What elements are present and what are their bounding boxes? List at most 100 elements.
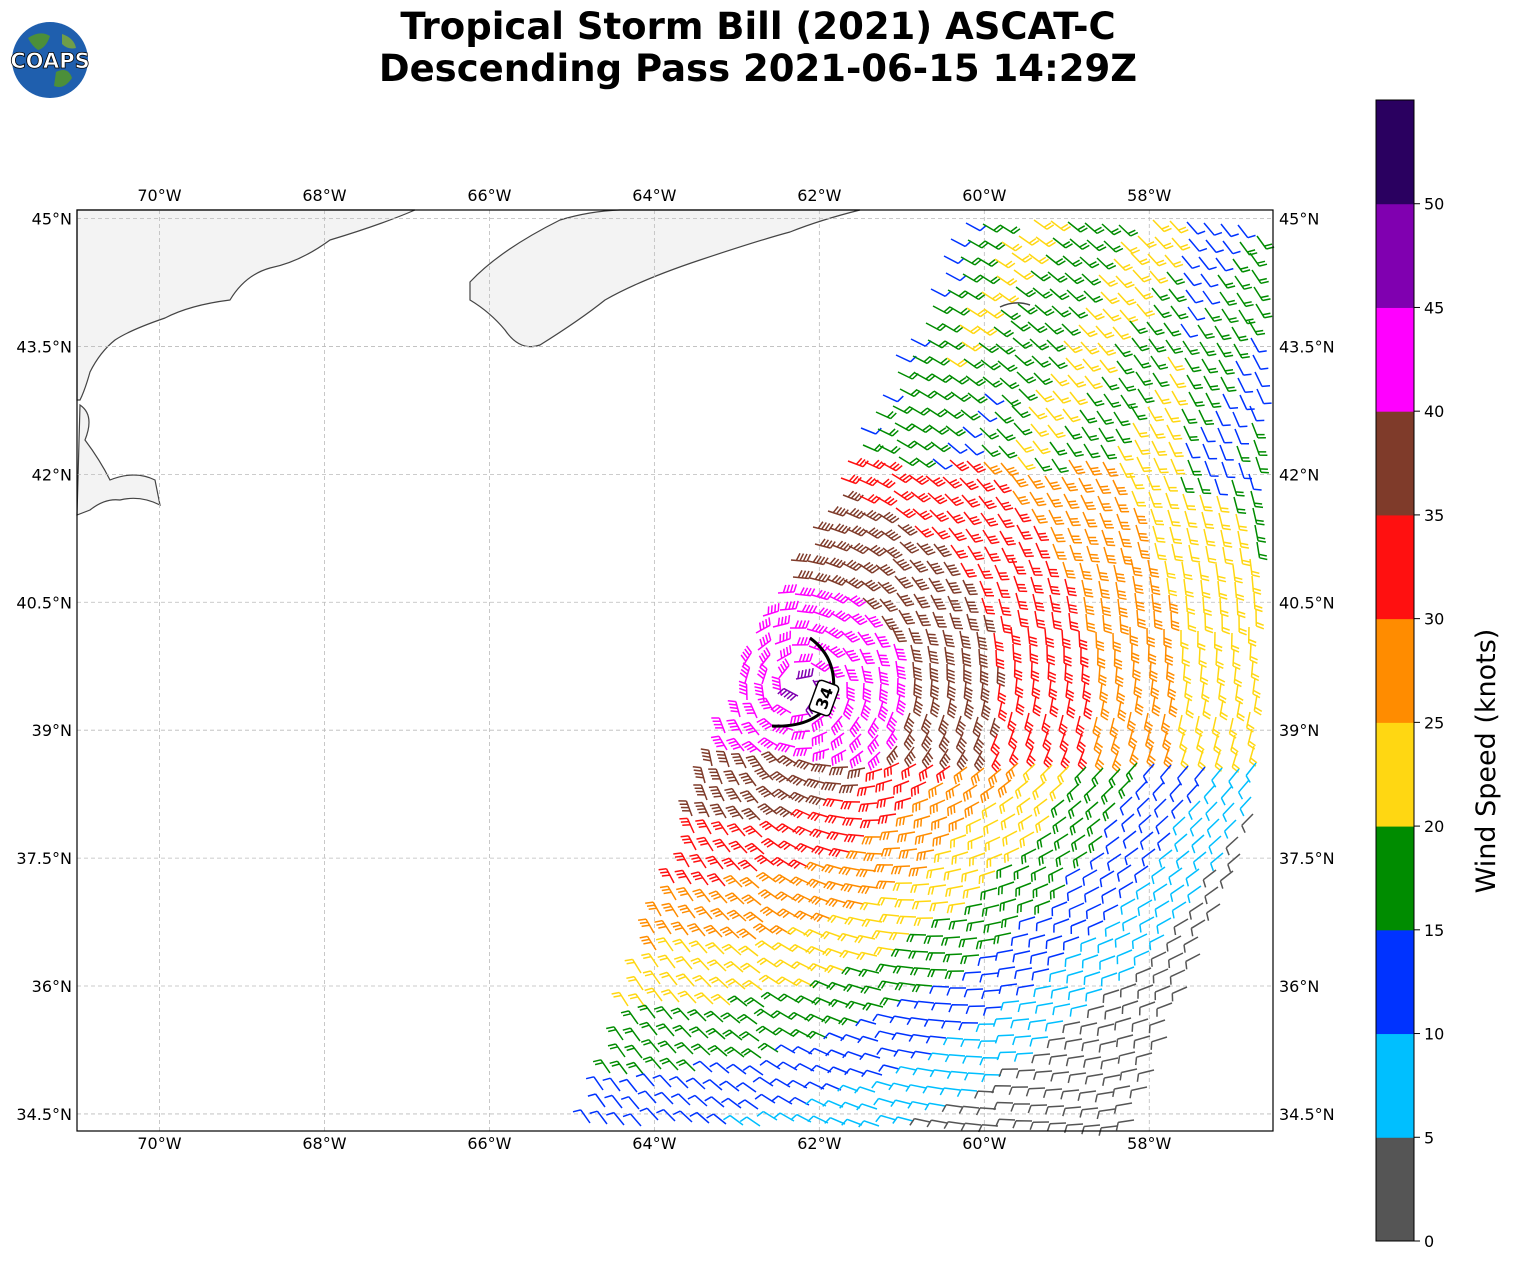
wind-barb [1101,223,1122,236]
wind-barb [929,679,940,701]
wind-barb [1202,596,1213,617]
wind-barb [810,660,832,672]
wind-barb [700,748,713,767]
wind-barb [857,885,879,895]
wind-barb [859,819,880,829]
wind-barb [1152,883,1168,901]
colorbar-tick-label: 10 [1424,1025,1444,1044]
wind-barb [979,274,1001,285]
wind-barb [948,919,968,930]
wind-barb [895,507,916,519]
wind-barb [1169,526,1183,545]
wind-barb [1012,1120,1033,1129]
wind-barb [859,1052,881,1061]
wind-barb [693,905,713,920]
wind-barb [1052,543,1067,560]
wind-barb [1168,594,1179,614]
wind-barb [1098,1040,1117,1053]
wind-barb [1010,933,1029,946]
wind-barb [953,766,968,785]
wind-barb [823,1032,845,1040]
wind-barb [933,850,952,863]
wind-barb [921,747,934,769]
wind-barb [1188,800,1201,821]
wind-barb [824,814,846,824]
wind-barb [995,1118,1016,1127]
wind-barb [1148,1019,1166,1034]
wind-barb [772,874,794,884]
wind-barb [1152,968,1169,984]
wind-barb [987,768,1002,788]
wind-barb [875,1114,897,1123]
wind-barb [864,459,886,470]
wind-barb [739,1116,761,1127]
wind-barb [1050,799,1065,818]
wind-barb [726,909,747,922]
wind-barb [1118,224,1139,237]
wind-barb [861,836,882,845]
wind-barb [913,1000,935,1009]
wind-barb [754,767,774,781]
wind-barb [1096,410,1114,425]
wind-barb [1247,626,1257,647]
wind-barb [980,887,998,901]
wind-barb [1180,323,1199,338]
wind-barb [692,974,712,988]
wind-barb [1153,798,1167,818]
wind-barb [1185,442,1201,459]
wind-barb [1247,728,1256,750]
wind-barb [1237,377,1254,394]
wind-barb [983,461,1003,475]
wind-barb [894,422,916,432]
wind-barb [788,944,810,953]
wind-barb [660,988,680,1003]
wind-barb [927,884,947,896]
wind-barb [914,372,936,382]
wind-barb [1203,375,1220,391]
wind-barb [1081,1039,1100,1052]
wind-barb [727,995,748,1007]
wind-barb [932,305,954,315]
wind-barb [1187,612,1197,633]
wind-barb [1109,717,1119,739]
wind-barb [1035,236,1056,248]
right-lat-tick: 34.5°N [1279,1105,1335,1124]
wind-barb [1133,677,1143,699]
wind-barb [823,627,845,639]
wind-barb [822,1100,844,1108]
colorbar-tick-label: 5 [1424,1128,1434,1147]
wind-barb [690,1043,711,1056]
wind-barb [968,852,986,867]
gridlines [77,210,1273,1131]
bottom-lon-tick: 66°W [467,1134,511,1153]
wind-barb [891,473,913,484]
wind-barb [652,1074,672,1088]
wind-barb [946,357,968,368]
wind-barb [907,1100,929,1109]
wind-barb [895,660,907,680]
wind-barb [1029,491,1047,507]
wind-barb [824,557,846,569]
wind-barb [959,630,972,649]
wind-barb [829,523,851,535]
wind-barb [786,774,808,786]
wind-barb [1087,920,1104,936]
wind-barb [962,273,984,283]
wind-barb [1198,647,1207,668]
wind-barb [1013,269,1035,281]
wind-barb [1137,541,1151,560]
wind-barb [1136,797,1150,817]
wind-barb [1149,270,1169,284]
wind-barb [1174,833,1188,853]
wind-barb [670,1093,691,1106]
wind-barb [846,525,868,537]
wind-barb [675,973,695,987]
wind-barb [914,525,935,538]
wind-barb [680,835,697,851]
wind-barb [1150,355,1169,370]
wind-barb [1146,746,1156,768]
wind-barb [1045,935,1063,949]
wind-barb [980,512,999,527]
wind-barb [1117,292,1137,306]
wind-barb [925,1035,947,1044]
